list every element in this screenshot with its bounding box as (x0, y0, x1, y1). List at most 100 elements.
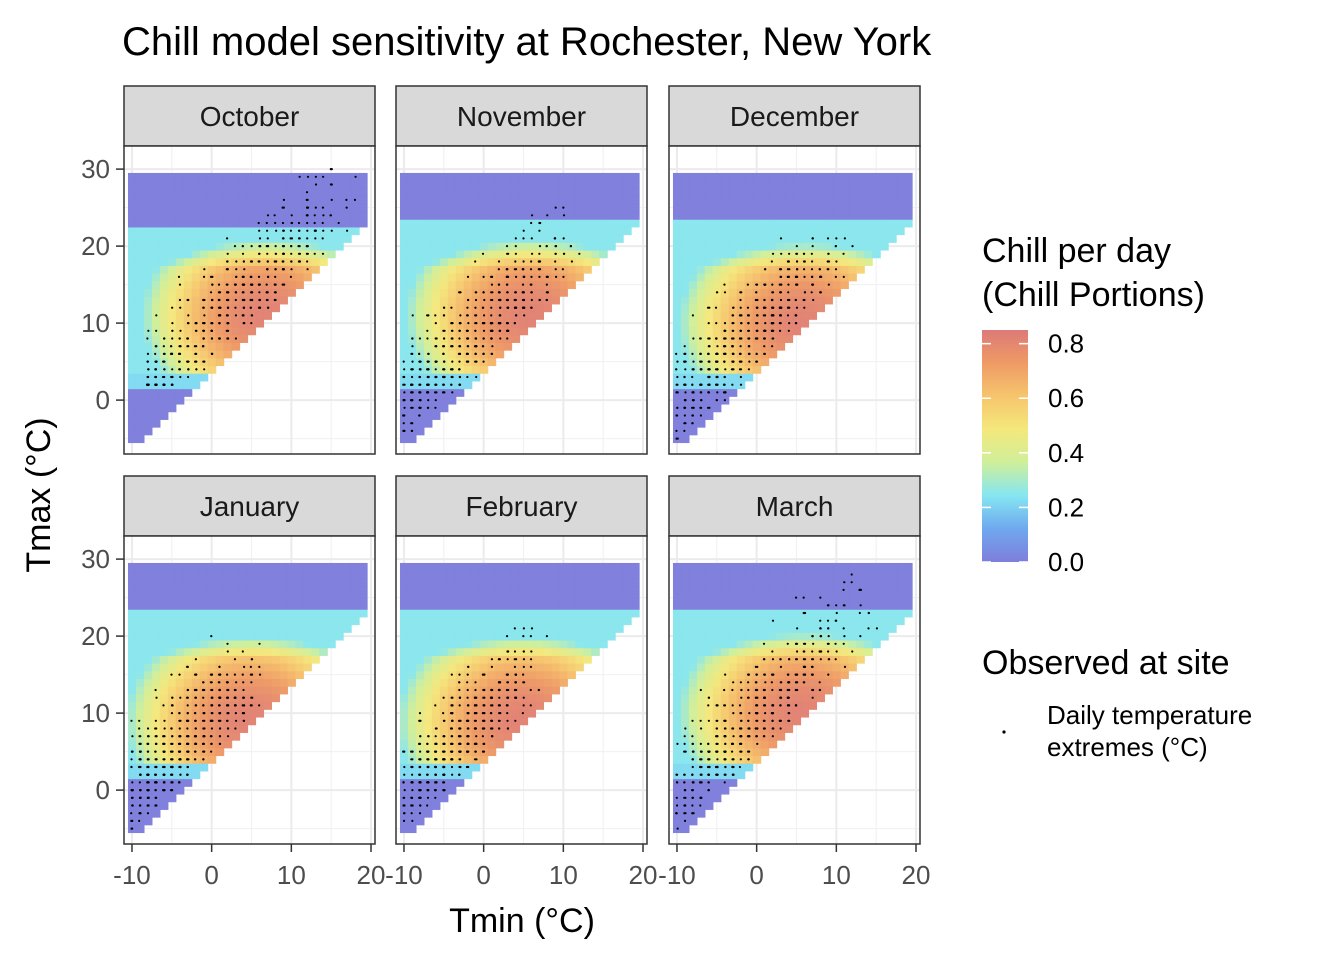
observed-point (562, 237, 565, 240)
observed-point (506, 275, 509, 278)
observed-point (155, 696, 158, 699)
observed-point (234, 306, 237, 309)
observed-point (450, 306, 453, 309)
heat-tile (599, 234, 608, 243)
observed-point (786, 268, 790, 271)
observed-point (427, 375, 430, 379)
heat-tile (439, 403, 449, 413)
heat-tile (151, 219, 161, 228)
heat-tile (135, 280, 145, 290)
heat-tile (728, 188, 738, 197)
heat-tile (399, 701, 409, 710)
heat-tile (135, 655, 145, 664)
observed-point (490, 291, 493, 294)
heat-tile (599, 249, 608, 259)
heat-tile (151, 632, 161, 641)
observed-point (554, 245, 557, 248)
heat-tile (455, 242, 465, 251)
heat-tile (183, 380, 193, 390)
observed-point (723, 360, 726, 363)
heat-tile (848, 234, 857, 243)
heat-tile (455, 609, 465, 618)
heat-tile (399, 693, 409, 703)
observed-point (162, 704, 165, 707)
heat-tile (271, 686, 280, 695)
heat-tile (696, 319, 706, 328)
heat-tile (239, 593, 249, 603)
observed-point (451, 391, 454, 394)
heat-tile (399, 647, 409, 656)
heat-tile (335, 226, 344, 236)
heat-tile (223, 593, 233, 603)
heat-tile (848, 249, 857, 259)
heat-tile (423, 693, 433, 703)
heat-tile (231, 639, 241, 649)
heat-tile (255, 709, 265, 718)
heat-tile (215, 273, 225, 282)
heat-tile (856, 172, 865, 182)
observed-point (442, 345, 446, 348)
heat-tile (423, 242, 433, 251)
heat-tile (471, 365, 481, 374)
heat-tile (287, 280, 296, 290)
observed-point (163, 368, 166, 371)
observed-point (313, 214, 316, 217)
heat-tile (159, 578, 169, 587)
heat-tile (263, 632, 273, 641)
heat-tile (191, 249, 201, 259)
heat-tile (728, 203, 738, 213)
observed-point (402, 414, 405, 417)
observed-point (139, 742, 142, 745)
heat-tile (479, 365, 489, 374)
observed-point (265, 268, 269, 271)
heat-tile (439, 632, 449, 641)
heat-tile (479, 188, 489, 197)
heat-tile (263, 188, 273, 197)
heat-tile (407, 226, 417, 236)
heat-tile (543, 234, 552, 243)
heat-tile (271, 670, 280, 680)
heat-tile (792, 180, 802, 189)
heat-tile (688, 319, 698, 328)
heat-tile (175, 226, 185, 236)
heat-tile (223, 586, 233, 595)
heat-tile (407, 647, 417, 656)
heat-tile (423, 655, 433, 664)
observed-point (202, 298, 205, 302)
heat-tile (551, 280, 560, 290)
observed-point (138, 727, 141, 730)
heat-tile (263, 670, 273, 680)
heat-tile (247, 616, 257, 626)
heat-tile (447, 586, 457, 595)
heat-tile (231, 203, 241, 213)
observed-point (139, 789, 142, 792)
heat-tile (672, 334, 682, 343)
heat-tile (431, 196, 441, 205)
observed-point (481, 306, 484, 309)
heat-tile (615, 188, 624, 197)
heat-tile (175, 219, 185, 228)
heat-tile (159, 234, 169, 243)
heat-tile (728, 196, 738, 205)
heat-tile (199, 609, 209, 618)
observed-point (676, 375, 679, 379)
heat-tile (567, 188, 576, 197)
heat-tile (583, 203, 592, 213)
panel-february: February (395, 475, 648, 845)
heat-tile (680, 334, 690, 343)
heat-tile (159, 586, 169, 595)
heat-tile (207, 624, 217, 633)
heat-tile (351, 570, 360, 579)
observed-point (202, 329, 205, 332)
heat-tile (559, 242, 568, 251)
heat-tile (199, 226, 209, 236)
heat-tile (231, 326, 241, 336)
heat-tile (415, 257, 425, 266)
observed-point (273, 283, 277, 286)
observed-point (170, 765, 173, 769)
heat-tile (263, 280, 273, 290)
heat-tile (239, 616, 249, 626)
heat-tile (744, 273, 754, 282)
heat-tile (175, 211, 185, 220)
heat-tile (143, 249, 153, 259)
